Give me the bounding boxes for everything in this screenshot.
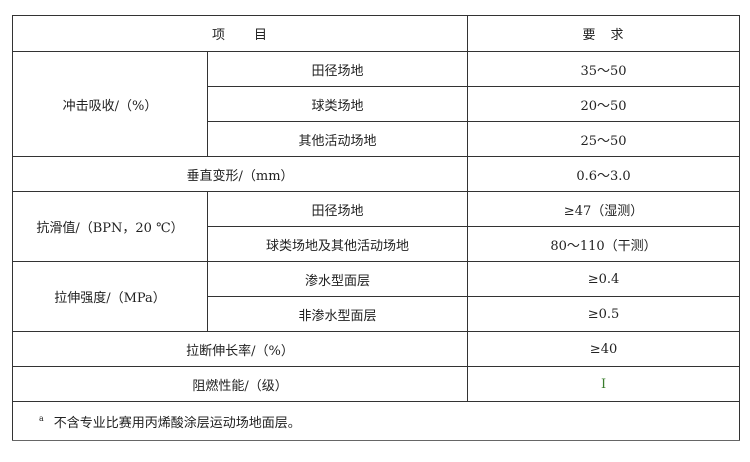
table-row: 非渗水型面层 ≥0.5: [13, 296, 741, 332]
sub-item: 球类场地: [206, 86, 469, 122]
value: 35～50: [467, 51, 741, 87]
flame-label: 阻燃性能/（级）: [11, 366, 469, 402]
impact-label: 冲击吸收/（%）: [12, 51, 208, 157]
value: 0.6～3.0: [467, 156, 741, 192]
table-row: 冲击吸收/（%） 田径场地 35～50: [12, 51, 741, 157]
table-row: 球类场地及其他活动场地 80～110（干测）: [13, 226, 741, 262]
tensile-label: 拉伸强度/（MPa）: [12, 261, 208, 332]
value: ≥40: [467, 331, 741, 367]
footnote: a 不含专业比赛用丙烯酸涂层运动场地面层。: [11, 401, 741, 441]
footnote-text: 不含专业比赛用丙烯酸涂层运动场地面层。: [53, 415, 301, 431]
sub-item: 球类场地及其他活动场地: [206, 226, 469, 262]
header-requirement: 要 求: [467, 15, 741, 52]
sub-item: 田径场地: [206, 191, 469, 227]
sub-item: 其他活动场地: [206, 121, 469, 157]
value: ≥0.5: [467, 296, 741, 332]
sub-item: 田径场地: [206, 51, 469, 87]
value: ≥0.4: [467, 261, 741, 297]
table-row: 拉伸强度/（MPa） 渗水型面层 ≥0.4: [12, 261, 741, 332]
value: ≥47（湿测）: [467, 191, 741, 227]
value: I: [467, 366, 741, 402]
table-row: 球类场地 20～50: [13, 86, 741, 122]
table-row: 其他活动场地 25～50: [13, 121, 741, 157]
header-row: 项 目 要 求: [11, 15, 741, 52]
footnote-mark: a: [39, 413, 44, 423]
header-item: 项 目: [11, 15, 469, 52]
table-row: 阻燃性能/（级） I: [11, 366, 741, 402]
elongation-label: 拉断伸长率/（%）: [11, 331, 469, 367]
table-row: 拉断伸长率/（%） ≥40: [11, 331, 741, 367]
value: 20～50: [467, 86, 741, 122]
table-row: 抗滑值/（BPN，20 ℃） 田径场地 ≥47（湿测）: [12, 191, 741, 262]
sub-item: 渗水型面层: [206, 261, 469, 297]
value: 80～110（干测）: [467, 226, 741, 262]
requirements-table: 项 目 要 求 冲击吸收/（%） 田径场地 35～50 球类场地 20～50 其…: [11, 15, 741, 441]
slip-label: 抗滑值/（BPN，20 ℃）: [12, 191, 208, 262]
vertical-label: 垂直变形/（mm）: [11, 156, 469, 192]
footnote-row: a 不含专业比赛用丙烯酸涂层运动场地面层。: [11, 401, 741, 441]
sub-item: 非渗水型面层: [206, 296, 469, 332]
value: 25～50: [467, 121, 741, 157]
table-row: 垂直变形/（mm） 0.6～3.0: [11, 156, 741, 192]
